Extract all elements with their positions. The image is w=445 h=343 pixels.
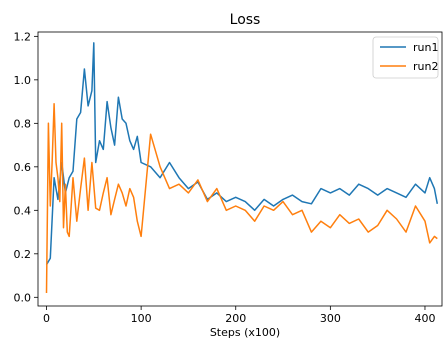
y-tick-label: 0.8: [14, 117, 32, 130]
y-tick-label: 0.4: [14, 204, 32, 217]
legend-label-run1: run1: [413, 41, 438, 54]
x-tick-label: 400: [414, 312, 435, 325]
legend-label-run2: run2: [413, 60, 438, 73]
y-tick-label: 0.6: [14, 161, 32, 174]
series-line-run1: [45, 42, 439, 266]
y-tick-label: 0.2: [14, 248, 32, 261]
x-tick-label: 0: [43, 312, 50, 325]
plot-frame: [37, 31, 443, 307]
series-line-run2: [45, 103, 438, 294]
chart-title: Loss: [230, 12, 261, 28]
x-tick-label: 200: [225, 312, 246, 325]
x-tick-label: 300: [320, 312, 341, 325]
x-axis: 0 100 200 300 400: [43, 306, 435, 325]
y-tick-label: 1.0: [14, 74, 32, 87]
y-tick-label: 0.0: [14, 291, 32, 304]
legend: run1 run2: [372, 36, 438, 79]
x-tick-label: 100: [131, 312, 152, 325]
y-tick-label: 1.2: [14, 30, 32, 43]
plot-lines: [45, 42, 439, 294]
y-axis: 0.0 0.2 0.4 0.6 0.8 1.0 1.2: [14, 30, 38, 304]
x-axis-title: Steps (x100): [210, 326, 280, 339]
